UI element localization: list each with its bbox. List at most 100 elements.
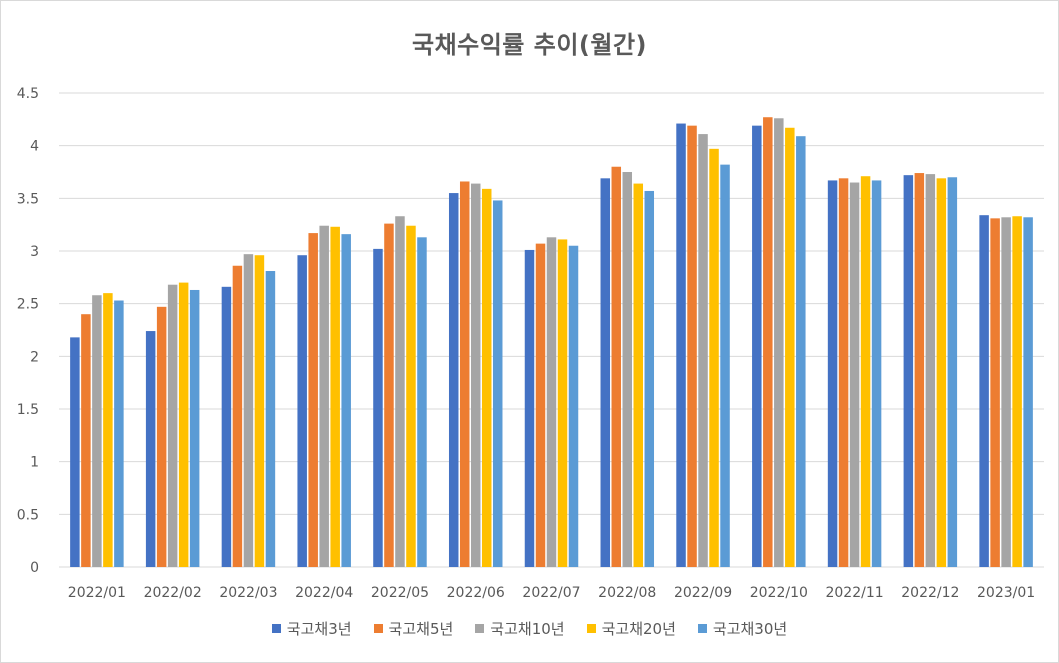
y-tick-label: 3 [30,244,39,260]
bar [145,331,156,567]
bar [221,286,232,567]
y-tick-label: 1 [30,455,39,471]
bar [167,284,178,567]
legend-item: 국고채5년 [373,618,454,639]
bar [622,172,633,567]
bar [709,148,719,567]
bar [114,300,124,567]
bar [156,306,167,567]
bar [676,123,686,568]
bar [860,176,871,568]
bar [384,223,394,567]
legend-item: 국고채10년 [475,618,565,639]
x-tick-label: 2022/08 [598,585,656,601]
bar [254,255,265,568]
bar [914,173,925,567]
legend-label: 국고채20년 [601,620,676,638]
chart-title: 국채수익률 추이(월간) [411,31,647,59]
bar [265,271,276,567]
legend-item: 국고채3년 [271,618,352,639]
x-tick-label: 2022/11 [825,585,883,601]
y-tick-label: 4 [30,139,39,155]
bar [319,225,329,567]
bar [546,237,557,567]
chart-legend: 국고채3년 국고채5년 국고채10년 국고채20년 국고채30년 [1,618,1058,639]
y-tick-label: 0 [30,560,39,576]
bar [990,218,1000,567]
bar [568,245,579,567]
bar [644,190,655,567]
bar [925,174,936,567]
legend-label: 국고채3년 [286,620,352,638]
x-tick-label: 2022/05 [371,585,429,601]
bar [189,289,200,567]
x-tick-label: 2022/03 [219,585,277,601]
bar [557,239,568,567]
bar [535,243,546,568]
bar [827,180,838,567]
bar [330,226,340,568]
bar [417,237,427,567]
y-tick-label: 2 [30,349,39,365]
bar [103,293,113,567]
bar [459,181,470,568]
x-tick-label: 2022/06 [447,585,505,601]
bar [70,337,80,567]
bar [936,178,947,567]
bar [796,136,806,568]
bar [308,233,318,568]
bar [297,255,307,568]
legend-swatch [271,624,281,633]
bar [481,188,492,567]
bar [903,175,914,567]
bar [341,234,351,567]
bar [406,225,416,567]
bar [243,254,254,567]
x-tick-label: 2022/04 [295,585,353,601]
y-tick-label: 0.5 [17,507,39,523]
y-tick-label: 2.5 [17,297,39,313]
bar [785,127,795,567]
legend-item: 국고채20년 [586,618,676,639]
x-tick-label: 2023/01 [977,585,1035,601]
y-tick-label: 3.5 [17,191,39,207]
bar [687,125,697,568]
bar [178,282,189,567]
bar [947,177,958,567]
legend-swatch [586,624,596,633]
bar [871,180,882,567]
x-tick-label: 2022/12 [901,585,959,601]
x-tick-label: 2022/02 [144,585,202,601]
bar [838,178,849,567]
x-tick-label: 2022/10 [750,585,808,601]
bar [470,183,481,567]
legend-item: 국고채30년 [697,618,787,639]
legend-swatch [475,624,485,633]
bar [1001,217,1011,567]
bar [524,249,535,568]
x-tick-label: 2022/01 [68,585,126,601]
bar [395,216,405,568]
legend-swatch [697,624,707,633]
bar [232,265,243,567]
bar [979,215,989,568]
bar [849,182,860,568]
bar [752,125,762,568]
y-tick-label: 1.5 [17,402,39,418]
legend-label: 국고채10년 [490,620,565,638]
legend-swatch [373,624,383,633]
bar [698,134,708,567]
bar [774,118,784,567]
bar [720,164,730,568]
bar [448,193,459,568]
legend-label: 국고채5년 [388,620,454,638]
bar [92,295,102,567]
bar [611,166,622,567]
bar [600,178,611,567]
x-tick-label: 2022/07 [522,585,580,601]
y-tick-label: 4.5 [17,86,39,102]
x-tick-label: 2022/09 [674,585,732,601]
bar [492,200,503,567]
